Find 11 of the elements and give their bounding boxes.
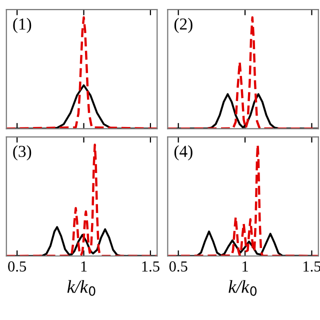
x-tick-label: 0.5 [169, 261, 188, 272]
x-tick-label: 1.5 [142, 261, 160, 272]
x-tick-label: 1 [81, 261, 87, 272]
annotation: (3) [13, 145, 32, 160]
annotation: (1) [13, 18, 32, 34]
x-axis-title: k/k$_{0}$ [228, 280, 257, 296]
annotation: (4) [174, 145, 192, 160]
annotation: (2) [174, 18, 192, 34]
x-tick-label: 1 [242, 261, 248, 272]
x-axis-title: k/k$_{0}$ [67, 280, 96, 296]
x-tick-label: 0.5 [8, 261, 26, 272]
